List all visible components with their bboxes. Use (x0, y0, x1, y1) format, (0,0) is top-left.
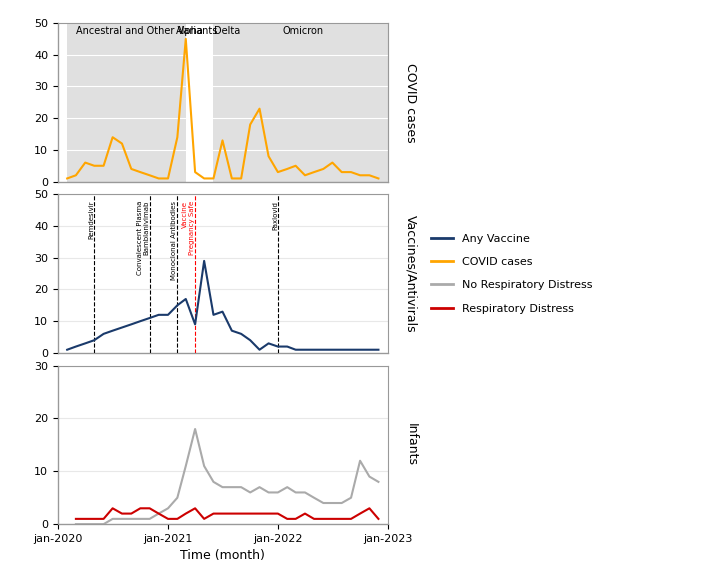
Legend: Any Vaccine, COVID cases, No Respiratory Distress, Respiratory Distress: Any Vaccine, COVID cases, No Respiratory… (427, 229, 596, 318)
Bar (186, 23, 213, 181)
Text: Omicron: Omicron (282, 26, 323, 36)
Y-axis label: COVID cases: COVID cases (404, 63, 417, 142)
Text: Ancestral and Other Variants: Ancestral and Other Variants (76, 26, 218, 36)
Text: Alpha: Alpha (176, 26, 204, 36)
Bar (213, 23, 268, 181)
Text: Delta: Delta (213, 26, 240, 36)
Text: Convalescent Plasma
Bamblanivimab: Convalescent Plasma Bamblanivimab (137, 200, 150, 275)
Y-axis label: Vaccines/Antivirals: Vaccines/Antivirals (404, 215, 417, 332)
Bar (67, 23, 186, 181)
Text: Monoclonal Antibodies: Monoclonal Antibodies (171, 200, 177, 280)
Text: Paxlovid: Paxlovid (272, 200, 278, 229)
Text: Remdesivir: Remdesivir (88, 200, 94, 239)
Y-axis label: Infants: Infants (404, 423, 417, 467)
Text: Vaccine
Pregnancy Safe: Vaccine Pregnancy Safe (182, 200, 195, 255)
X-axis label: Time (month): Time (month) (180, 550, 265, 562)
Bar (268, 23, 388, 181)
